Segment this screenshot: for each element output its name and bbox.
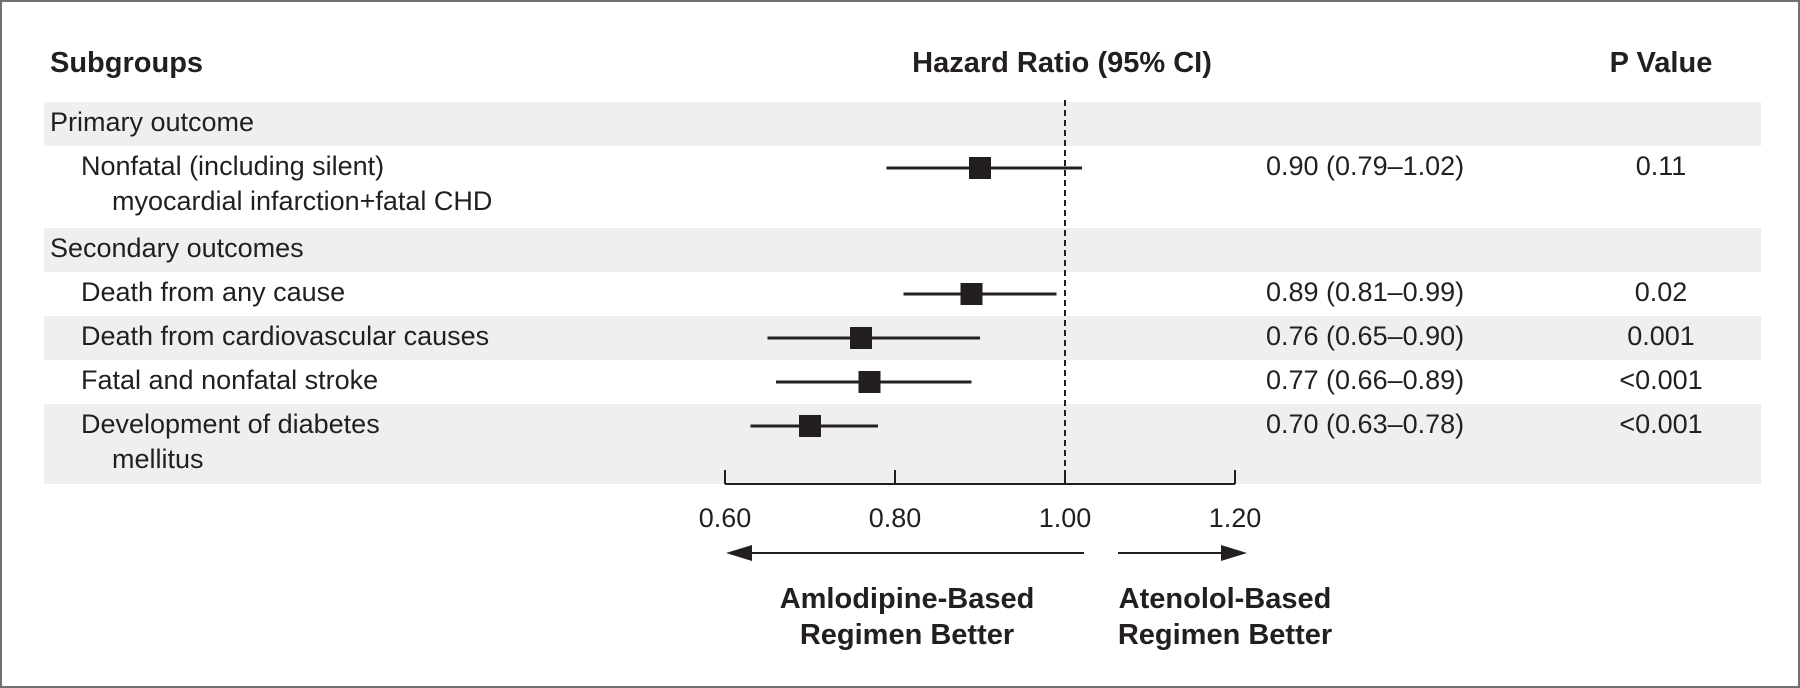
x-axis-tick-label: 1.00 xyxy=(1039,503,1092,533)
section-row: Primary outcome xyxy=(50,107,254,137)
row-stripe xyxy=(44,102,1761,146)
outcome-row: Death from any cause 0.89 (0.81–0.99) 0.02 xyxy=(81,277,1687,307)
hazard-ratio-marker xyxy=(858,371,881,393)
p-value-text: 0.11 xyxy=(1636,151,1687,181)
outcome-label: Nonfatal (including silent) xyxy=(81,151,384,181)
hazard-ratio-marker xyxy=(799,415,821,437)
hazard-ratio-marker xyxy=(960,283,983,305)
hazard-ratio-text: 0.70 (0.63–0.78) xyxy=(1266,409,1464,439)
header-p-value: P Value xyxy=(1610,47,1713,79)
outcome-label: Death from cardiovascular causes xyxy=(81,321,489,351)
x-axis: 0.60 0.80 1.00 1.20 xyxy=(699,470,1262,533)
row-stripes xyxy=(44,102,1761,484)
row-stripe xyxy=(44,404,1761,484)
p-value-text: 0.001 xyxy=(1627,321,1695,351)
outcome-row: Death from cardiovascular causes 0.76 (0.… xyxy=(81,321,1695,351)
x-axis-tick-label: 0.80 xyxy=(869,503,922,533)
outcome-row: Development of diabetes mellitus 0.70 (0.6… xyxy=(81,409,1703,474)
p-value-text: <0.001 xyxy=(1619,409,1702,439)
x-axis-tick-label: 0.60 xyxy=(699,503,752,533)
header-subgroups: Subgroups xyxy=(50,47,203,79)
p-value-text: <0.001 xyxy=(1619,365,1702,395)
outcome-label: Development of diabetes xyxy=(81,409,380,439)
p-value-text: 0.02 xyxy=(1635,277,1688,307)
hazard-ratio-text: 0.90 (0.79–1.02) xyxy=(1266,151,1464,181)
row-stripe xyxy=(44,228,1761,272)
hazard-ratio-text: 0.77 (0.66–0.89) xyxy=(1266,365,1464,395)
left-direction-label: Regimen Better xyxy=(800,619,1014,651)
hazard-ratio-text: 0.76 (0.65–0.90) xyxy=(1266,321,1464,351)
section-label: Secondary outcomes xyxy=(50,233,304,263)
right-direction-label: Atenolol-Based xyxy=(1119,583,1332,615)
forest-rows: Primary outcome Nonfatal (including silen… xyxy=(50,107,1703,474)
outcome-row: Nonfatal (including silent) myocardial in… xyxy=(81,151,1686,216)
left-direction-label: Amlodipine-Based xyxy=(780,583,1035,615)
hazard-ratio-marker xyxy=(850,327,872,349)
right-direction-label: Regimen Better xyxy=(1118,619,1332,651)
outcome-row: Fatal and nonfatal stroke 0.77 (0.66–0.89… xyxy=(81,365,1703,395)
hazard-ratio-marker xyxy=(969,157,991,179)
section-label: Primary outcome xyxy=(50,107,254,137)
outcome-label: Fatal and nonfatal stroke xyxy=(81,365,378,395)
outcome-label: Death from any cause xyxy=(81,277,345,307)
left-arrow-head xyxy=(726,545,752,561)
hazard-ratio-text: 0.89 (0.81–0.99) xyxy=(1266,277,1464,307)
direction-arrows: Amlodipine-Based Regimen Better Atenolol-B… xyxy=(726,545,1332,651)
section-row: Secondary outcomes xyxy=(50,233,304,263)
outcome-label: mellitus xyxy=(112,444,204,474)
outcome-label: myocardial infarction+fatal CHD xyxy=(112,186,492,216)
header-hazard-ratio: Hazard Ratio (95% CI) xyxy=(912,47,1212,79)
x-axis-tick-label: 1.20 xyxy=(1209,503,1262,533)
right-arrow-head xyxy=(1221,545,1247,561)
